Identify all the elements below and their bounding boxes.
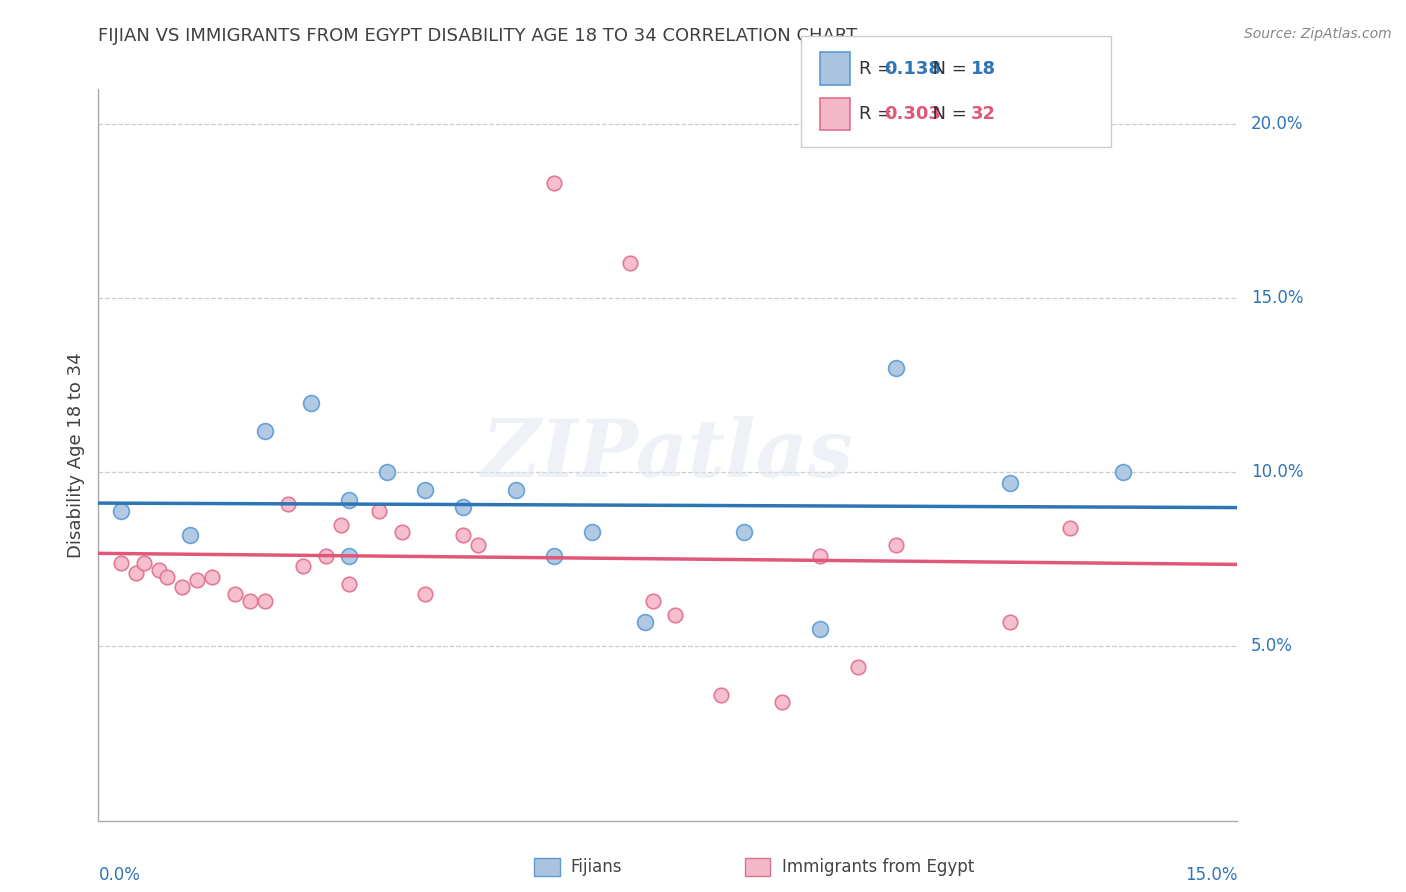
Point [451, 528, 474, 542]
Point [368, 503, 391, 517]
Point [125, 566, 148, 581]
Point [505, 483, 527, 497]
Point [110, 556, 132, 570]
Text: 5.0%: 5.0% [1251, 638, 1294, 656]
Text: 15.0%: 15.0% [1251, 289, 1303, 307]
Point [998, 615, 1021, 629]
Point [543, 549, 565, 563]
Point [808, 622, 831, 636]
Point [239, 594, 262, 608]
Text: R =: R = [859, 60, 897, 78]
Point [179, 528, 201, 542]
Point [391, 524, 413, 539]
Point [170, 580, 193, 594]
Point [254, 594, 277, 608]
Point [337, 576, 360, 591]
Point [413, 483, 436, 497]
Point [315, 549, 337, 563]
Text: 20.0%: 20.0% [1251, 115, 1303, 133]
Point [664, 608, 686, 623]
Text: R =: R = [859, 105, 897, 123]
Point [156, 570, 179, 584]
Point [186, 574, 208, 588]
Point [254, 424, 277, 438]
Point [299, 395, 322, 409]
Point [641, 594, 664, 608]
Text: 0.0%: 0.0% [98, 866, 141, 884]
Text: Fijians: Fijians [571, 858, 623, 876]
Point [110, 503, 132, 517]
Point [619, 256, 641, 270]
Point [733, 524, 755, 539]
Point [808, 549, 831, 563]
Point [634, 615, 657, 629]
Point [581, 524, 603, 539]
Text: 15.0%: 15.0% [1185, 866, 1237, 884]
Point [543, 176, 565, 190]
Point [884, 360, 907, 375]
Point [375, 466, 398, 480]
Point [330, 517, 353, 532]
Point [998, 475, 1021, 490]
Point [337, 493, 360, 508]
Point [201, 570, 224, 584]
Point [467, 539, 489, 553]
Text: N =: N = [921, 105, 972, 123]
Point [770, 695, 793, 709]
Point [292, 559, 315, 574]
Point [710, 688, 733, 702]
Text: N =: N = [921, 60, 972, 78]
Point [277, 497, 299, 511]
Text: FIJIAN VS IMMIGRANTS FROM EGYPT DISABILITY AGE 18 TO 34 CORRELATION CHART: FIJIAN VS IMMIGRANTS FROM EGYPT DISABILI… [98, 27, 858, 45]
Point [337, 549, 360, 563]
Point [884, 539, 907, 553]
Text: 32: 32 [970, 105, 995, 123]
Text: Source: ZipAtlas.com: Source: ZipAtlas.com [1244, 27, 1392, 41]
Point [1059, 521, 1081, 535]
Text: 18: 18 [970, 60, 995, 78]
Point [413, 587, 436, 601]
Point [846, 660, 869, 674]
Text: Immigrants from Egypt: Immigrants from Egypt [782, 858, 974, 876]
Point [148, 563, 170, 577]
Point [451, 500, 474, 515]
Point [1112, 466, 1135, 480]
Point [132, 556, 155, 570]
Text: ZIPatlas: ZIPatlas [482, 417, 853, 493]
Point [224, 587, 246, 601]
Y-axis label: Disability Age 18 to 34: Disability Age 18 to 34 [66, 352, 84, 558]
Text: 10.0%: 10.0% [1251, 463, 1303, 482]
Text: 0.303: 0.303 [884, 105, 941, 123]
Text: 0.138: 0.138 [884, 60, 941, 78]
